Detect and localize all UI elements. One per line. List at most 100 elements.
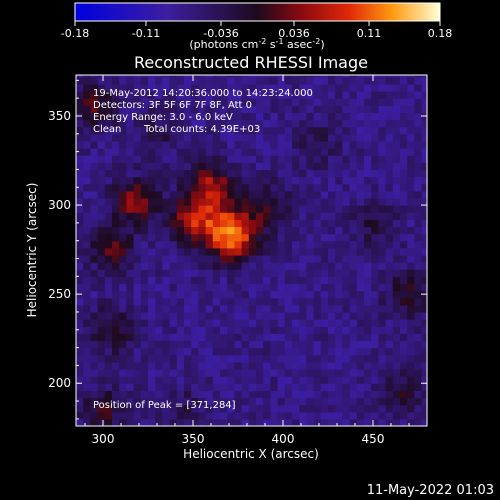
- heatmap-cell: [392, 290, 401, 299]
- heatmap-cell: [169, 176, 178, 185]
- heatmap-cell: [421, 148, 427, 156]
- heatmap-cell: [133, 219, 142, 228]
- heatmap-cell: [169, 340, 178, 349]
- heatmap-cell: [148, 390, 156, 399]
- heatmap-cell: [162, 304, 171, 313]
- heatmap-cell: [328, 155, 336, 163]
- heatmap-cell: [292, 233, 300, 242]
- heatmap-cell: [349, 290, 358, 299]
- heatmap-cell: [133, 112, 142, 121]
- heatmap-cell: [378, 119, 387, 128]
- heatmap-cell: [306, 297, 315, 306]
- heatmap-cell: [191, 240, 199, 249]
- heatmap-cell: [162, 75, 171, 78]
- heatmap-cell: [378, 240, 387, 249]
- heatmap-cell: [400, 76, 408, 85]
- heatmap-cell: [328, 283, 336, 292]
- heatmap-cell: [169, 376, 178, 384]
- heatmap-cell: [176, 219, 185, 228]
- heatmap-cell: [162, 347, 171, 356]
- heatmap-cell: [133, 404, 142, 413]
- heatmap-cell: [277, 290, 286, 299]
- heatmap-cell: [212, 397, 221, 406]
- heatmap-cell: [119, 76, 127, 85]
- heatmap-cell: [112, 212, 120, 220]
- heatmap-cell: [76, 404, 84, 413]
- heatmap-cell: [140, 333, 149, 342]
- heatmap-cell: [335, 183, 343, 192]
- heatmap-cell: [112, 169, 120, 178]
- heatmap-cell: [364, 397, 372, 406]
- heatmap-cell: [256, 290, 264, 299]
- heatmap-cell: [83, 319, 91, 327]
- heatmap-cell: [349, 155, 358, 163]
- heatmap-cell: [335, 290, 343, 299]
- heatmap-cell: [90, 226, 99, 235]
- heatmap-cell: [342, 297, 351, 306]
- heatmap-cell: [385, 254, 394, 263]
- heatmap-cell: [320, 361, 329, 370]
- heatmap-cell: [148, 169, 156, 178]
- heatmap-cell: [299, 418, 307, 426]
- colorbar-tick-label: 0.18: [428, 27, 453, 40]
- heatmap-cell: [263, 105, 271, 114]
- heatmap-cell: [292, 326, 300, 334]
- heatmap-cell: [277, 397, 286, 406]
- x-axis: 300 350 400 450: [84, 75, 410, 446]
- heatmap-cell: [299, 197, 307, 206]
- heatmap-cell: [342, 133, 351, 142]
- heatmap-cell: [335, 276, 343, 285]
- heatmap-cell: [342, 169, 351, 178]
- heatmap-cell: [104, 105, 113, 114]
- heatmap-cell: [90, 197, 99, 206]
- heatmap-cell: [364, 190, 372, 199]
- heatmap-cell: [378, 112, 387, 121]
- heatmap-cell: [234, 75, 243, 78]
- heatmap-cell: [328, 140, 336, 149]
- heatmap-cell: [176, 304, 185, 313]
- heatmap-cell: [385, 269, 394, 277]
- heatmap-cell: [234, 311, 243, 320]
- heatmap-cell: [292, 411, 300, 420]
- heatmap-cell: [299, 269, 307, 277]
- plot-frame: [75, 74, 428, 427]
- heatmap-cell: [364, 119, 372, 128]
- heatmap-cell: [349, 418, 358, 426]
- heatmap-cell: [248, 326, 257, 334]
- heatmap-cell: [205, 340, 214, 349]
- heatmap-cell: [313, 283, 322, 292]
- heatmap-cell: [133, 105, 142, 114]
- heatmap-cell: [191, 76, 199, 85]
- heatmap-cell: [220, 112, 228, 121]
- heatmap-cell: [234, 418, 243, 426]
- heatmap-cell: [335, 119, 343, 128]
- heatmap-cell: [248, 219, 257, 228]
- heatmap-cell: [407, 354, 415, 363]
- heatmap-cell: [97, 98, 106, 106]
- heatmap-cell: [162, 119, 171, 128]
- heatmap-cell: [400, 119, 408, 128]
- heatmap-cell: [148, 319, 156, 327]
- heatmap-cell: [119, 297, 127, 306]
- heatmap-cell: [292, 176, 300, 185]
- heatmap-cell: [328, 254, 336, 263]
- heatmap-cell: [299, 326, 307, 334]
- heatmap-cell: [400, 140, 408, 149]
- heatmap-cell: [270, 247, 279, 256]
- heatmap-cell: [205, 140, 214, 149]
- heatmap-cell: [364, 319, 372, 327]
- heatmap-cell: [356, 254, 365, 263]
- heatmap-cell: [306, 155, 315, 163]
- heatmap-cell: [97, 183, 106, 192]
- heatmap-cell: [176, 269, 185, 277]
- heatmap-cell: [155, 347, 163, 356]
- heatmap-cell: [313, 340, 322, 349]
- heatmap-cell: [184, 361, 192, 370]
- heatmap-cell: [342, 197, 351, 206]
- heatmap-cell: [119, 254, 127, 263]
- heatmap-cell: [140, 361, 149, 370]
- heatmap-cell: [270, 119, 279, 128]
- heatmap-cell: [205, 183, 214, 192]
- heatmap-cell: [234, 254, 243, 263]
- heatmap-cell: [155, 83, 163, 92]
